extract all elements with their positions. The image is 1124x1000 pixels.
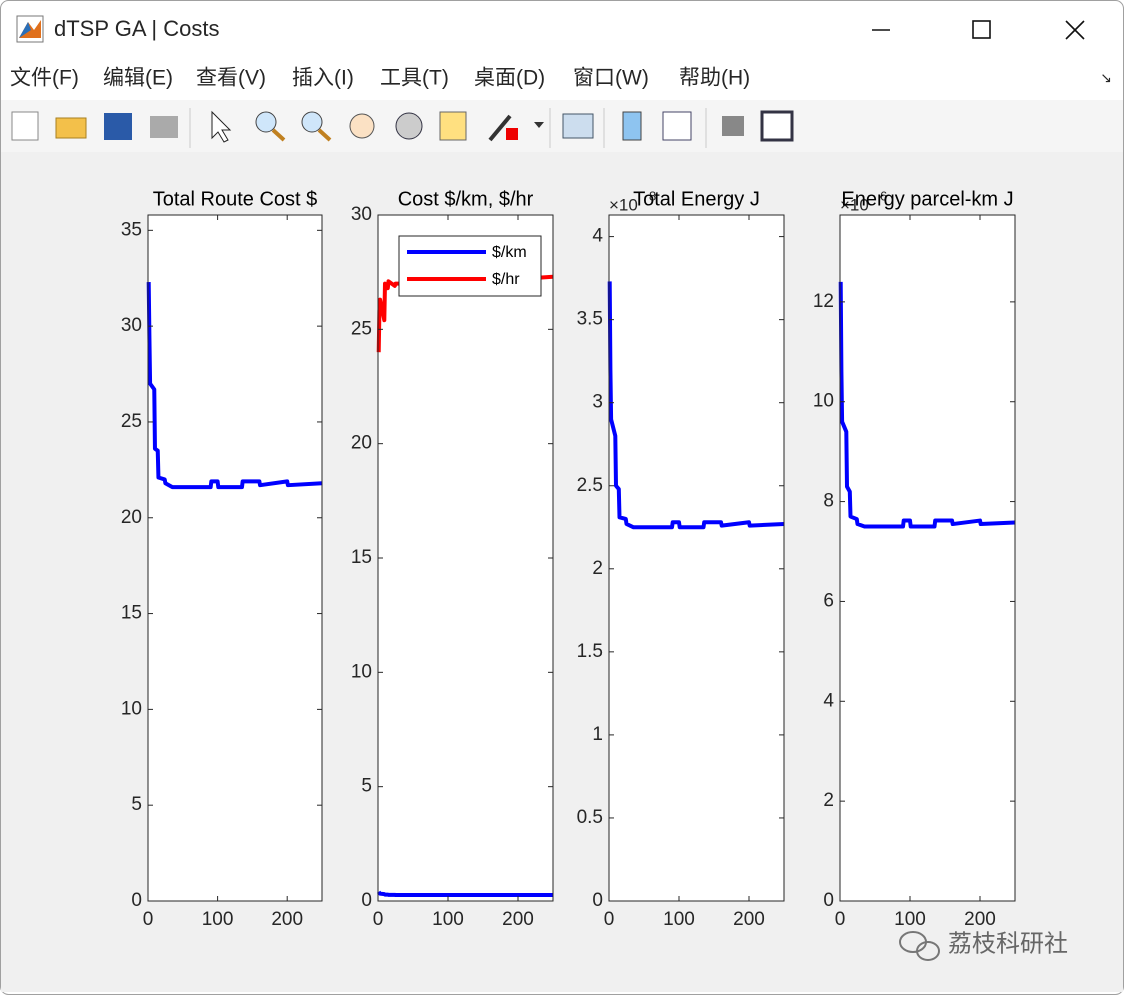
exponent-power: 8 [649, 188, 656, 203]
y-tick-label: 20 [121, 507, 142, 528]
y-tick-label: 5 [361, 776, 372, 797]
y-tick-label: 12 [813, 291, 834, 312]
menu-item[interactable]: 查看(V) [196, 67, 266, 90]
x-tick-label: 0 [143, 909, 154, 930]
menu-item[interactable]: 编辑(E) [103, 67, 173, 90]
y-tick-label: 20 [351, 433, 372, 454]
menu-arrow[interactable]: ↘ [1100, 70, 1112, 86]
exponent-base: ×10 [840, 195, 869, 214]
x-tick-label: 200 [271, 909, 303, 930]
y-tick-label: 30 [351, 204, 372, 225]
y-tick-label: 2.5 [577, 475, 603, 496]
y-tick-label: 25 [351, 318, 372, 339]
axes-box [839, 214, 1016, 902]
legend-label: $/km [492, 244, 527, 261]
watermark: 荔枝科研社 [948, 930, 1068, 957]
menu-item[interactable]: 文件(F) [10, 67, 79, 90]
x-tick-label: 0 [835, 909, 846, 930]
y-tick-label: 2 [823, 790, 834, 811]
x-tick-label: 100 [202, 909, 234, 930]
axes-box [147, 214, 323, 902]
menu-item[interactable]: 窗口(W) [573, 67, 649, 90]
x-tick-label: 200 [964, 909, 996, 930]
y-tick-label: 10 [351, 661, 372, 682]
chart-title: Total Energy J [633, 188, 760, 210]
chart-title: Cost $/km, $/hr [398, 188, 534, 210]
y-tick-label: 1 [592, 724, 603, 745]
window-title: dTSP GA | Costs [54, 16, 219, 41]
x-tick-label: 100 [894, 909, 926, 930]
x-tick-label: 100 [663, 909, 695, 930]
chart-title: Energy parcel-km J [841, 188, 1013, 210]
y-tick-label: 0.5 [577, 807, 603, 828]
x-tick-label: 0 [604, 909, 615, 930]
data-line [376, 890, 553, 898]
y-tick-label: 0 [592, 890, 603, 911]
y-tick-label: 15 [121, 603, 142, 624]
toolbar-icons[interactable] [11, 108, 794, 148]
legend-label: $/hr [492, 271, 520, 288]
y-tick-label: 3.5 [577, 309, 603, 330]
y-tick-label: 0 [361, 890, 372, 911]
y-tick-label: 5 [131, 794, 142, 815]
axes-box [608, 214, 785, 902]
menu-item[interactable]: 桌面(D) [474, 67, 545, 90]
x-tick-label: 200 [733, 909, 765, 930]
y-tick-label: 3 [592, 392, 603, 413]
y-tick-label: 8 [823, 491, 834, 512]
y-tick-label: 4 [823, 690, 834, 711]
x-tick-label: 0 [373, 909, 384, 930]
app-icon [16, 15, 44, 43]
x-tick-label: 100 [432, 909, 464, 930]
axes-background [840, 215, 1015, 901]
y-tick-label: 4 [592, 226, 603, 247]
watermark-icon [899, 931, 940, 961]
y-tick-label: 0 [823, 890, 834, 911]
y-tick-label: 15 [351, 547, 372, 568]
y-tick-label: 0 [131, 890, 142, 911]
exponent-power: 6 [880, 188, 887, 203]
toolbar [1, 100, 1123, 152]
axes-background [148, 215, 322, 901]
y-tick-label: 35 [121, 219, 142, 240]
y-tick-label: 1.5 [577, 641, 603, 662]
y-tick-label: 10 [813, 391, 834, 412]
axes-background [378, 215, 553, 901]
data-line [607, 281, 785, 530]
menu-item[interactable]: 插入(I) [292, 67, 354, 90]
y-tick-label: 25 [121, 411, 142, 432]
legend-box [398, 235, 542, 297]
data-line [838, 281, 1016, 529]
menu-bar: 文件(F) 编辑(E) 查看(V) 插入(I) 工具(T) 桌面(D) 窗口(W) 帮助(H) [10, 67, 750, 90]
y-tick-label: 30 [121, 315, 142, 336]
exponent-base: ×10 [609, 195, 638, 214]
axes-background [609, 215, 784, 901]
y-tick-label: 10 [121, 698, 142, 719]
window-controls[interactable] [872, 20, 1085, 40]
data-line [146, 282, 323, 490]
y-tick-label: 2 [592, 558, 603, 579]
menu-item[interactable]: 帮助(H) [679, 67, 750, 90]
menu-item[interactable]: 工具(T) [380, 67, 449, 90]
x-tick-label: 200 [502, 909, 534, 930]
chart-title: Total Route Cost $ [153, 188, 318, 210]
y-tick-label: 6 [823, 590, 834, 611]
